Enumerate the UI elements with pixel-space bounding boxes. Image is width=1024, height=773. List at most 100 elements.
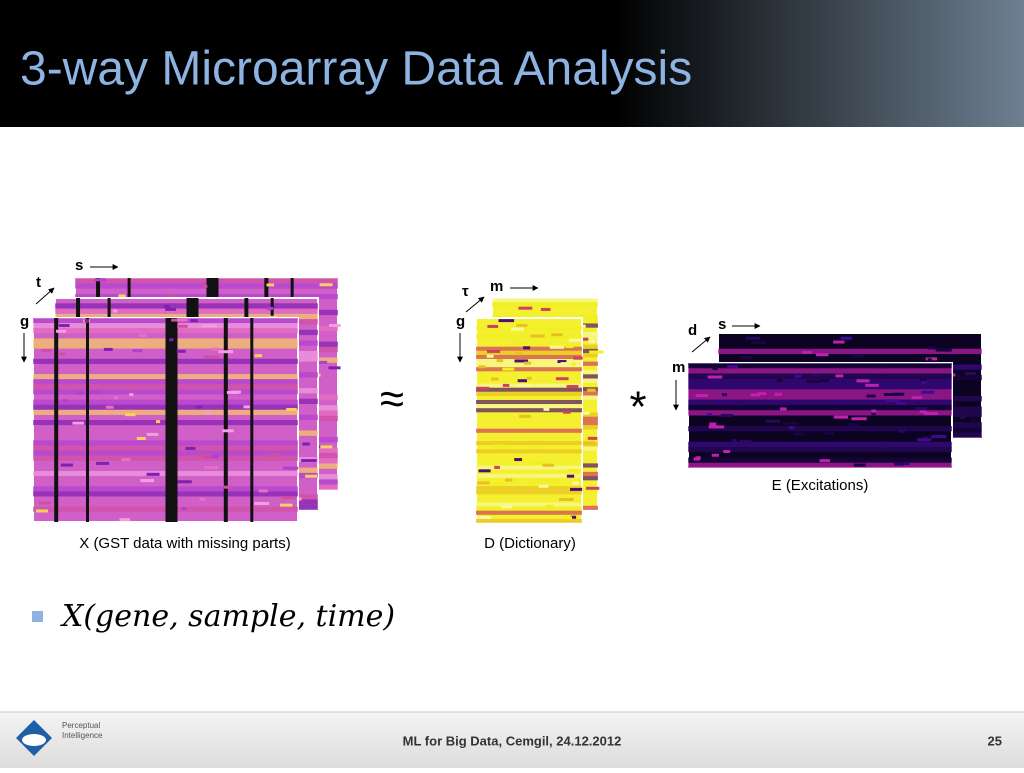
axis-label: t [36,274,41,291]
heatmap-cell [793,432,804,436]
heatmap-cell [492,302,598,307]
axis-label: g [20,313,29,330]
axis-label: s [75,257,83,274]
heatmap-cell [750,340,767,344]
arrow [35,287,55,305]
heatmap-cell [853,463,866,467]
heatmap-cell [915,407,927,411]
heatmap-cell [250,318,254,522]
heatmap-cell [136,436,146,440]
heatmap-cell [543,407,550,411]
heatmap-cell [185,446,196,450]
heatmap-cell [58,324,70,328]
heatmap-cell [487,324,499,328]
heatmap-cell [476,363,582,368]
heatmap-cell [536,305,549,309]
heatmap-cell [802,351,812,355]
heatmap-cell [218,350,234,354]
heatmap-cell [478,469,491,473]
heatmap-cell [476,367,582,372]
heatmap-cell [965,371,976,375]
heatmap-cell [885,399,900,403]
heatmap-cell [530,446,543,450]
heatmap-cell [688,389,952,395]
heatmap-cell [723,450,731,454]
heatmap-cell [476,387,582,392]
heatmap-cell [898,429,906,433]
heatmap-cell [960,416,966,420]
heatmap-cell [924,412,938,416]
heatmap-cell [568,338,582,342]
heatmap-cell [688,410,952,416]
heatmap-cell [223,318,228,522]
heatmap-cell [881,445,887,449]
heatmap-cell [476,334,582,339]
heatmap-cell [840,336,853,340]
heatmap-cell [502,367,515,371]
heatmap-cell [155,420,161,424]
heatmap-cell [518,306,533,310]
heatmap-cell [132,349,143,353]
heatmap-cell [894,462,904,466]
heatmap-cell [119,518,130,522]
bullet-text: X(gene, sample, time) [60,599,395,634]
heatmap-cell [59,352,66,356]
heatmap-cell [519,414,531,418]
heatmap-cell [258,489,268,493]
heatmap-cell [171,318,180,322]
heatmap-cell [745,336,761,340]
heatmap-cell [707,375,723,379]
heatmap-cell [529,461,543,465]
heatmap-cell [565,345,574,349]
heatmap-cell [540,479,555,483]
times-sign: * [629,383,646,432]
heatmap-cell [94,278,106,282]
heatmap-cell [587,388,596,392]
heatmap-cell [501,505,513,509]
heatmap-cell [708,425,725,429]
heatmap-cell [476,441,582,446]
heatmap-cell [865,383,879,387]
heatmap-cell [146,432,159,436]
heatmap-cell [922,436,928,440]
heatmap-cell [871,412,876,416]
heatmap-cell [774,392,782,396]
heatmap-cell [788,426,795,430]
heatmap-cell [181,506,187,510]
heatmap-cell [570,487,583,491]
heatmap-cell [555,377,569,381]
heatmap-cell [847,423,859,427]
heatmap-cell [688,394,952,400]
heatmap-cell [529,481,539,485]
heatmap-cell [486,354,494,358]
arrow [465,296,485,313]
heatmap-cell [196,405,202,409]
heatmap-cell [319,283,333,287]
caption: E (Excitations) [772,477,869,494]
heatmap-cell [75,391,84,395]
heatmap-cell [545,504,555,508]
heatmap-cell [476,506,582,511]
logo-icon [22,734,46,746]
axis-label: g [456,313,465,330]
heatmap-cell [919,378,927,382]
heatmap-cell [476,354,582,359]
heatmap-cell [164,304,171,308]
heatmap-cell [563,410,571,414]
heatmap-cell [129,393,134,397]
heatmap-cell [476,502,582,507]
heatmap-cell [806,379,821,383]
heatmap-cell [580,441,596,445]
heatmap-cell [866,394,876,398]
heatmap-cell [904,461,910,465]
heatmap-cell [812,374,819,378]
heatmap-cell [919,410,927,414]
heatmap-cell [587,436,598,440]
heatmap-cell [493,482,503,486]
heatmap-cell [125,413,136,417]
heatmap-cell [877,365,886,369]
heatmap-cell [199,497,206,501]
heatmap-cell [476,350,582,355]
heatmap-cell [707,413,713,417]
heatmap-cell [711,453,720,457]
